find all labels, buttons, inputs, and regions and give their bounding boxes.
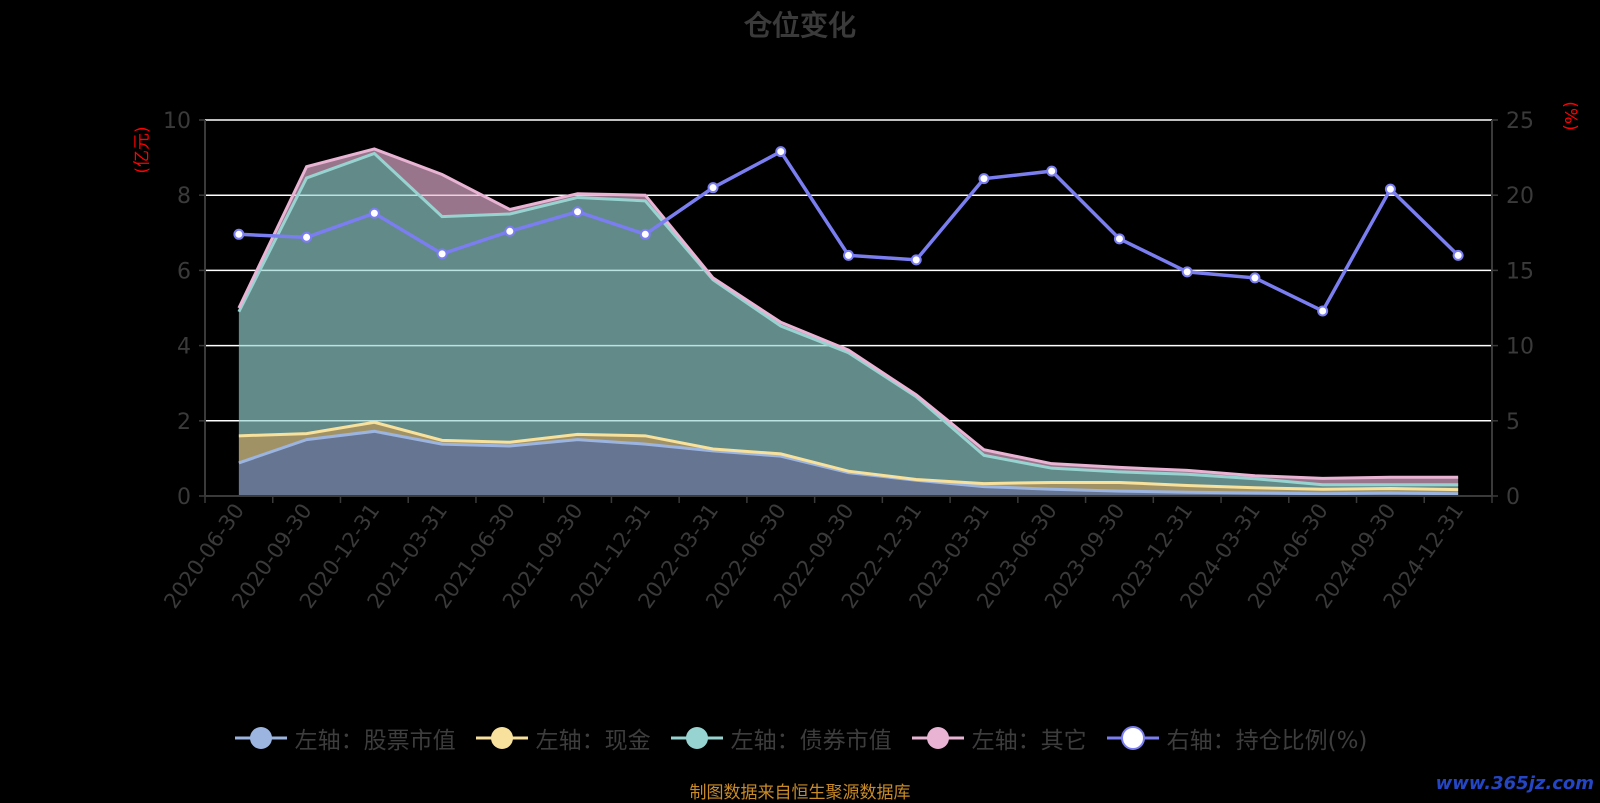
legend-item[interactable]: 左轴：债券市值 — [669, 721, 892, 755]
data-source-note: 制图数据来自恒生聚源数据库 — [689, 783, 911, 803]
y-left-tick-label: 8 — [177, 184, 191, 209]
legend-marker-icon — [1106, 726, 1159, 750]
chart-title: 仓位变化 — [743, 9, 856, 42]
y-right-tick-label: 25 — [1506, 109, 1534, 134]
legend-marker-icon — [475, 727, 528, 749]
area-outline-左轴：现金 — [238, 420, 1459, 492]
y-right-tick-label: 5 — [1506, 410, 1520, 435]
area-outline-左轴：其它 — [237, 147, 1459, 480]
chart-legend: 左轴：股票市值 左轴：现金 左轴：债券市值 左轴：其它 右轴：持仓比例(%) — [0, 718, 1600, 758]
ratio-point — [504, 225, 516, 237]
ratio-point — [707, 182, 719, 194]
ratio-point — [978, 173, 990, 185]
legend-item[interactable]: 左轴：股票市值 — [233, 721, 456, 755]
legend-item[interactable]: 左轴：现金 — [474, 721, 651, 755]
legend-item[interactable]: 右轴：持仓比例(%) — [1105, 721, 1368, 755]
ratio-point — [1113, 233, 1125, 245]
legend-marker-icon — [234, 727, 287, 749]
legend-label: 左轴：债券市值 — [730, 728, 892, 754]
ratio-point — [1317, 305, 1329, 317]
y-left-tick-label: 10 — [163, 109, 191, 134]
ratio-point — [639, 228, 651, 240]
legend-marker-icon — [911, 727, 964, 749]
y-right-tick-label: 0 — [1506, 485, 1520, 510]
legend-label: 左轴：现金 — [535, 728, 651, 754]
legend-label: 左轴：其它 — [971, 728, 1087, 754]
area-左轴：债券市值 — [238, 153, 1459, 490]
y-left-tick-label: 0 — [177, 485, 191, 510]
ratio-point — [1046, 165, 1058, 177]
y-right-tick-label: 20 — [1506, 184, 1534, 209]
ratio-point — [843, 249, 854, 261]
y-right-tick-label: 10 — [1506, 335, 1534, 360]
legend-marker-icon — [670, 727, 723, 749]
ratio-point — [1181, 266, 1193, 278]
ratio-point — [910, 254, 922, 266]
legend-label: 右轴：持仓比例(%) — [1166, 728, 1368, 754]
ratio-point — [368, 207, 380, 219]
stacked-areas — [237, 147, 1459, 496]
ratio-point — [301, 231, 313, 243]
area-左轴：股票市值 — [238, 431, 1459, 496]
legend-item[interactable]: 左轴：其它 — [910, 721, 1087, 755]
y-right-tick-label: 15 — [1506, 259, 1534, 284]
ratio-point — [572, 206, 584, 218]
ratio-point — [1384, 183, 1396, 195]
ratio-line-series — [233, 146, 1464, 317]
ratio-point — [775, 146, 787, 158]
y-left-tick-label: 6 — [177, 259, 191, 284]
position-change-chart: 024681005101520252020-06-302020-09-30202… — [159, 109, 1534, 613]
area-左轴：现金 — [238, 422, 1459, 494]
y-left-tick-label: 2 — [177, 410, 191, 435]
site-watermark: www.365jz.com — [1435, 773, 1594, 794]
y-left-tick-label: 4 — [177, 335, 191, 360]
area-outline-左轴：债券市值 — [237, 151, 1459, 487]
ratio-point — [233, 228, 245, 240]
ratio-point — [1249, 272, 1261, 284]
ratio-point — [436, 248, 448, 260]
ratio-point — [1452, 249, 1464, 261]
legend-label: 左轴：股票市值 — [294, 728, 456, 754]
